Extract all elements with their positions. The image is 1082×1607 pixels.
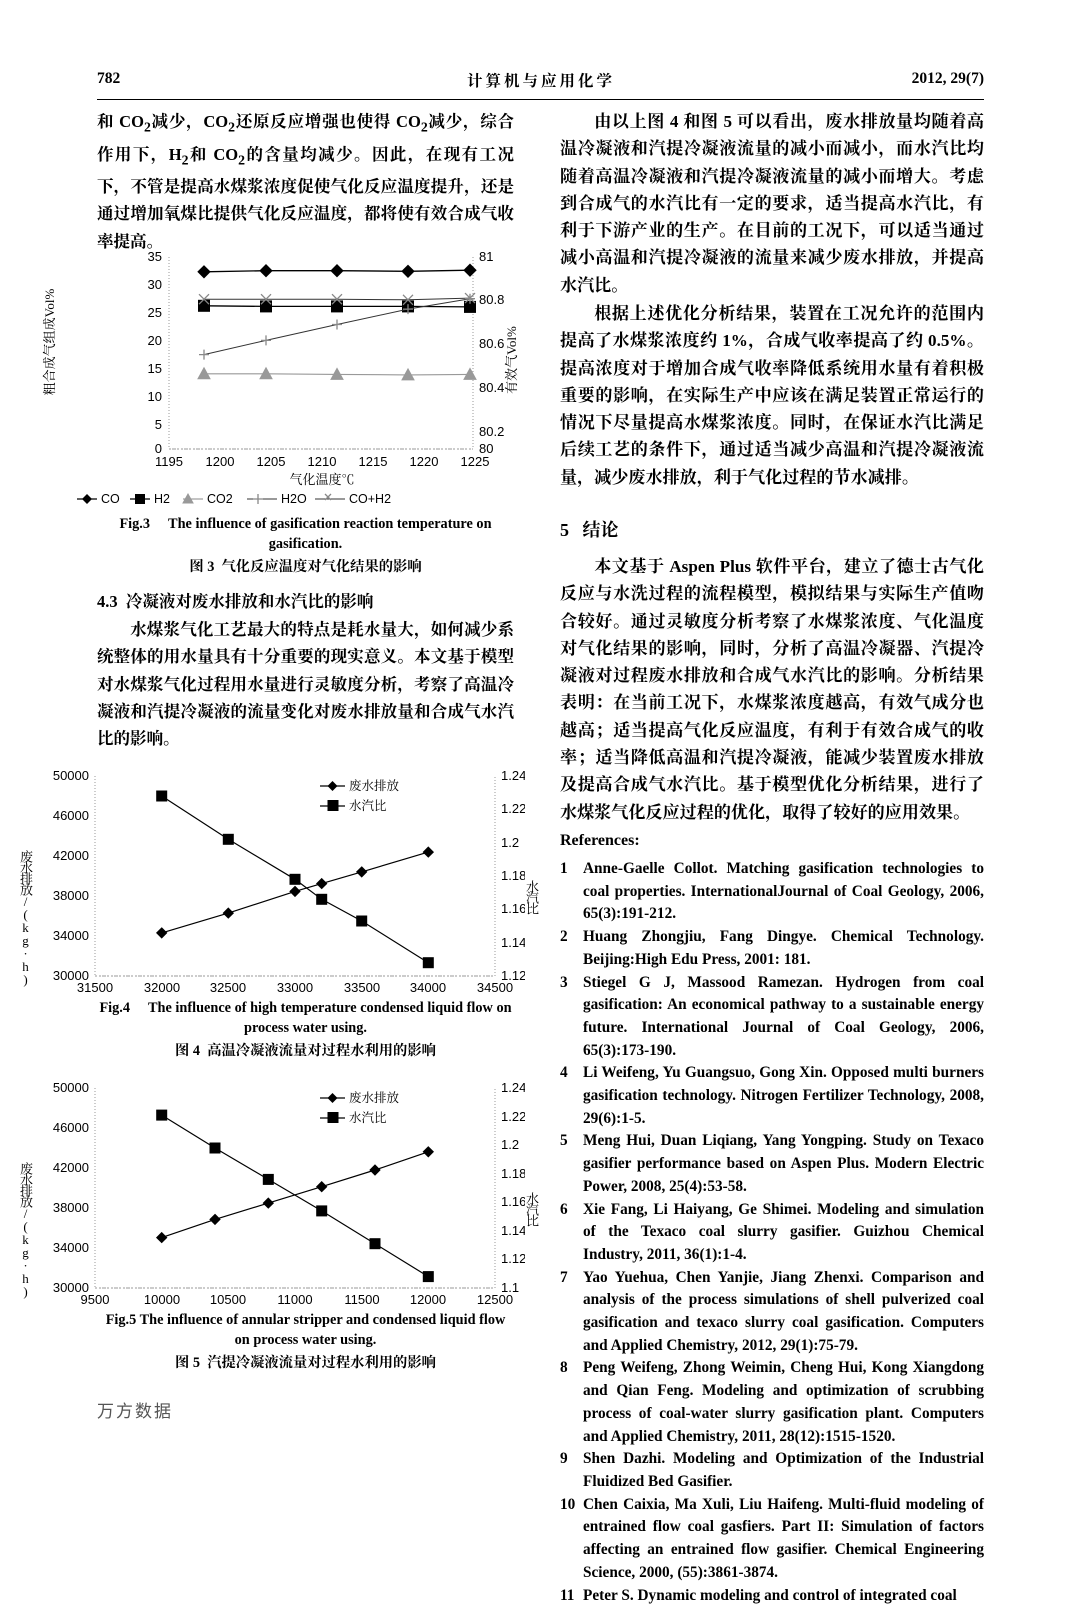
- svg-text:H2O: H2O: [281, 492, 307, 506]
- svg-text:31500: 31500: [77, 980, 113, 995]
- svg-text:32500: 32500: [210, 980, 246, 995]
- svg-text:20: 20: [148, 333, 162, 348]
- svg-text:25: 25: [148, 305, 162, 320]
- svg-text:1.14: 1.14: [501, 935, 525, 950]
- svg-text:34000: 34000: [53, 1240, 89, 1255]
- svg-text:46000: 46000: [53, 1120, 89, 1135]
- svg-text:10500: 10500: [210, 1292, 246, 1307]
- svg-text:1.18: 1.18: [501, 1166, 525, 1181]
- svg-text:42000: 42000: [53, 848, 89, 863]
- svg-text:1200: 1200: [206, 454, 235, 469]
- svg-text:1.22: 1.22: [501, 1109, 525, 1124]
- svg-text:38000: 38000: [53, 888, 89, 903]
- svg-text:10: 10: [148, 389, 162, 404]
- svg-text:33500: 33500: [344, 980, 380, 995]
- svg-text:15: 15: [148, 361, 162, 376]
- svg-text:11500: 11500: [344, 1292, 379, 1307]
- svg-text:1.14: 1.14: [501, 1223, 525, 1238]
- svg-text:34500: 34500: [477, 980, 513, 995]
- svg-text:33000: 33000: [277, 980, 313, 995]
- svg-text:气化温度℃: 气化温度℃: [289, 472, 354, 487]
- svg-text:9500: 9500: [81, 1292, 110, 1307]
- svg-text:水汽比: 水汽比: [349, 1110, 387, 1125]
- svg-text:1195: 1195: [155, 454, 183, 469]
- svg-text:1.2: 1.2: [501, 835, 519, 850]
- svg-text:CO2: CO2: [207, 492, 233, 506]
- svg-text:42000: 42000: [53, 1160, 89, 1175]
- svg-text:35: 35: [148, 252, 162, 264]
- svg-text:粗合成气组成Vol%: 粗合成气组成Vol%: [42, 289, 57, 396]
- svg-text:5: 5: [155, 417, 162, 432]
- svg-text:1220: 1220: [410, 454, 439, 469]
- svg-text:10000: 10000: [144, 1292, 180, 1307]
- svg-text:80.8: 80.8: [479, 292, 504, 307]
- svg-text:1.12: 1.12: [501, 1251, 525, 1266]
- svg-text:1210: 1210: [308, 454, 337, 469]
- svg-text:34000: 34000: [53, 928, 89, 943]
- svg-text:1205: 1205: [257, 454, 286, 469]
- svg-text:废水排放: 废水排放: [349, 778, 400, 793]
- svg-text:12500: 12500: [477, 1292, 513, 1307]
- svg-text:1.2: 1.2: [501, 1137, 519, 1152]
- svg-text:50000: 50000: [53, 768, 89, 783]
- svg-text:H2: H2: [154, 492, 170, 506]
- svg-text:1225: 1225: [461, 454, 490, 469]
- svg-text:34000: 34000: [410, 980, 446, 995]
- svg-text:1215: 1215: [359, 454, 388, 469]
- svg-text:80.6: 80.6: [479, 336, 504, 351]
- svg-text:80.2: 80.2: [479, 424, 504, 439]
- svg-text:1.24: 1.24: [501, 1080, 525, 1095]
- svg-text:81: 81: [479, 252, 493, 264]
- svg-text:CO: CO: [101, 492, 120, 506]
- svg-text:11000: 11000: [277, 1292, 312, 1307]
- svg-text:CO+H2: CO+H2: [349, 492, 391, 506]
- svg-text:12000: 12000: [410, 1292, 446, 1307]
- svg-text:水汽比: 水汽比: [349, 798, 387, 813]
- svg-text:38000: 38000: [53, 1200, 89, 1215]
- svg-text:80.4: 80.4: [479, 380, 504, 395]
- svg-text:32000: 32000: [144, 980, 180, 995]
- svg-text:1.24: 1.24: [501, 768, 525, 783]
- svg-text:30: 30: [148, 277, 162, 292]
- svg-text:1.22: 1.22: [501, 801, 525, 816]
- svg-text:有效气Vol%: 有效气Vol%: [504, 326, 519, 394]
- svg-text:46000: 46000: [53, 808, 89, 823]
- svg-text:废水排放: 废水排放: [349, 1090, 400, 1105]
- svg-text:50000: 50000: [53, 1080, 89, 1095]
